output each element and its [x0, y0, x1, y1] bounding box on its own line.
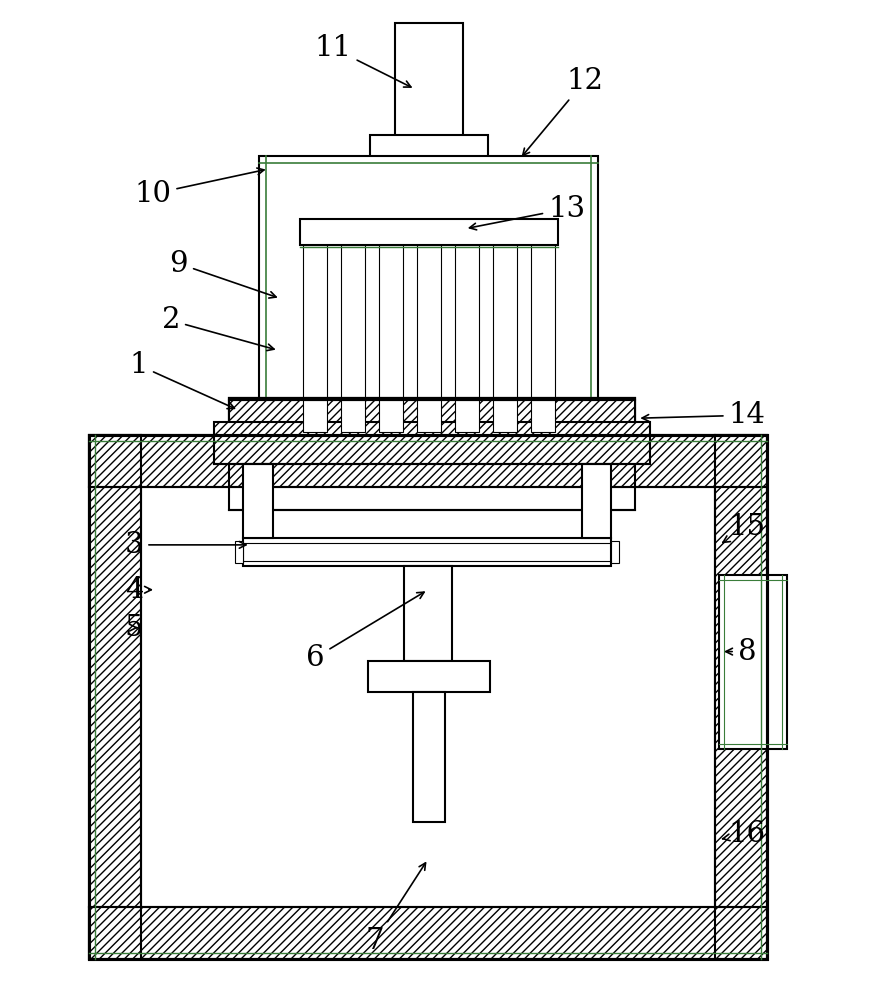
Bar: [417, 398, 441, 450]
Bar: [396, 23, 463, 143]
Bar: [229, 398, 636, 448]
Bar: [530, 400, 555, 432]
Text: 12: 12: [522, 67, 603, 155]
Text: 11: 11: [315, 34, 411, 87]
Bar: [530, 398, 555, 450]
Bar: [612, 541, 620, 563]
Text: 7: 7: [366, 863, 426, 955]
Bar: [417, 400, 441, 432]
Text: 4: 4: [125, 576, 151, 604]
Bar: [417, 245, 441, 413]
Text: 2: 2: [162, 306, 274, 351]
Bar: [304, 245, 328, 413]
Bar: [455, 400, 479, 432]
Bar: [89, 907, 767, 959]
Bar: [715, 435, 767, 959]
Text: 14: 14: [642, 401, 765, 429]
Bar: [229, 398, 636, 510]
Bar: [243, 464, 272, 538]
Bar: [581, 464, 612, 538]
Text: 5: 5: [125, 614, 143, 642]
Text: 13: 13: [470, 195, 585, 230]
Bar: [259, 156, 597, 420]
Bar: [413, 692, 445, 822]
Bar: [304, 398, 328, 450]
Text: 16: 16: [722, 820, 765, 848]
Bar: [89, 435, 767, 959]
Bar: [300, 219, 557, 245]
Bar: [141, 487, 715, 907]
Text: 3: 3: [125, 531, 246, 559]
Bar: [493, 245, 517, 413]
Bar: [493, 398, 517, 450]
Bar: [243, 538, 612, 566]
Bar: [341, 398, 365, 450]
Bar: [89, 435, 141, 959]
Bar: [493, 400, 517, 432]
Text: 6: 6: [306, 592, 424, 672]
Bar: [380, 398, 403, 450]
Text: 1: 1: [129, 351, 235, 409]
Bar: [235, 541, 243, 563]
Bar: [341, 245, 365, 413]
Bar: [455, 398, 479, 450]
Bar: [304, 400, 328, 432]
Bar: [341, 400, 365, 432]
Bar: [380, 245, 403, 413]
Bar: [213, 422, 650, 464]
Bar: [719, 575, 787, 749]
Bar: [405, 566, 452, 661]
Bar: [530, 245, 555, 413]
Bar: [89, 435, 767, 487]
Text: 8: 8: [726, 638, 756, 666]
Text: 15: 15: [722, 513, 765, 543]
Bar: [455, 245, 479, 413]
Bar: [229, 398, 636, 510]
Bar: [380, 400, 403, 432]
Bar: [368, 661, 490, 692]
Text: 9: 9: [170, 250, 276, 298]
Text: 10: 10: [135, 168, 264, 208]
Bar: [229, 400, 636, 432]
Bar: [371, 135, 488, 157]
